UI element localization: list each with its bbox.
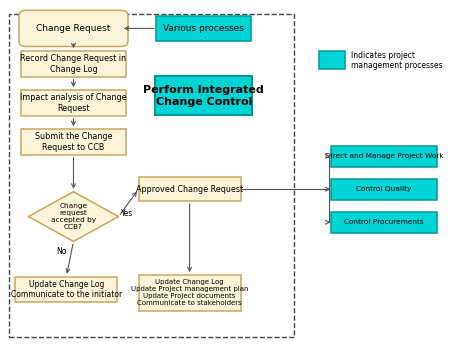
Text: Various processes: Various processes bbox=[164, 24, 244, 33]
FancyBboxPatch shape bbox=[21, 129, 126, 155]
FancyBboxPatch shape bbox=[331, 212, 437, 233]
FancyBboxPatch shape bbox=[331, 146, 437, 167]
FancyBboxPatch shape bbox=[319, 51, 345, 69]
Text: Direct and Manage Project Work: Direct and Manage Project Work bbox=[325, 153, 443, 159]
FancyBboxPatch shape bbox=[331, 179, 437, 200]
Text: Yes: Yes bbox=[121, 208, 133, 218]
Text: Control Procurements: Control Procurements bbox=[344, 219, 424, 225]
FancyBboxPatch shape bbox=[156, 16, 251, 41]
Polygon shape bbox=[28, 192, 118, 241]
FancyBboxPatch shape bbox=[21, 51, 126, 77]
FancyBboxPatch shape bbox=[138, 275, 241, 311]
Text: No: No bbox=[56, 247, 67, 256]
FancyBboxPatch shape bbox=[138, 177, 241, 201]
Text: Update Change Log
Communicate to the initiator: Update Change Log Communicate to the ini… bbox=[11, 280, 122, 299]
Text: Update Change Log
Update Project management plan
Update Project documents
Commun: Update Change Log Update Project managem… bbox=[131, 279, 248, 306]
FancyBboxPatch shape bbox=[21, 90, 126, 116]
Text: Record Change Request in
Change Log: Record Change Request in Change Log bbox=[20, 54, 127, 73]
Text: Approved Change Request: Approved Change Request bbox=[136, 185, 243, 194]
Text: Indicates project
management processes: Indicates project management processes bbox=[351, 51, 442, 70]
FancyBboxPatch shape bbox=[19, 10, 128, 47]
Text: Submit the Change
Request to CCB: Submit the Change Request to CCB bbox=[35, 132, 112, 152]
Text: Perform Integrated
Change Control: Perform Integrated Change Control bbox=[144, 85, 264, 106]
FancyBboxPatch shape bbox=[155, 76, 252, 115]
Text: Control Quality: Control Quality bbox=[356, 186, 411, 192]
Text: Change Request: Change Request bbox=[36, 24, 110, 33]
FancyBboxPatch shape bbox=[16, 277, 117, 302]
Text: Impact analysis of Change
Request: Impact analysis of Change Request bbox=[20, 93, 127, 113]
Text: Change
request
accepted by
CCB?: Change request accepted by CCB? bbox=[51, 203, 96, 230]
